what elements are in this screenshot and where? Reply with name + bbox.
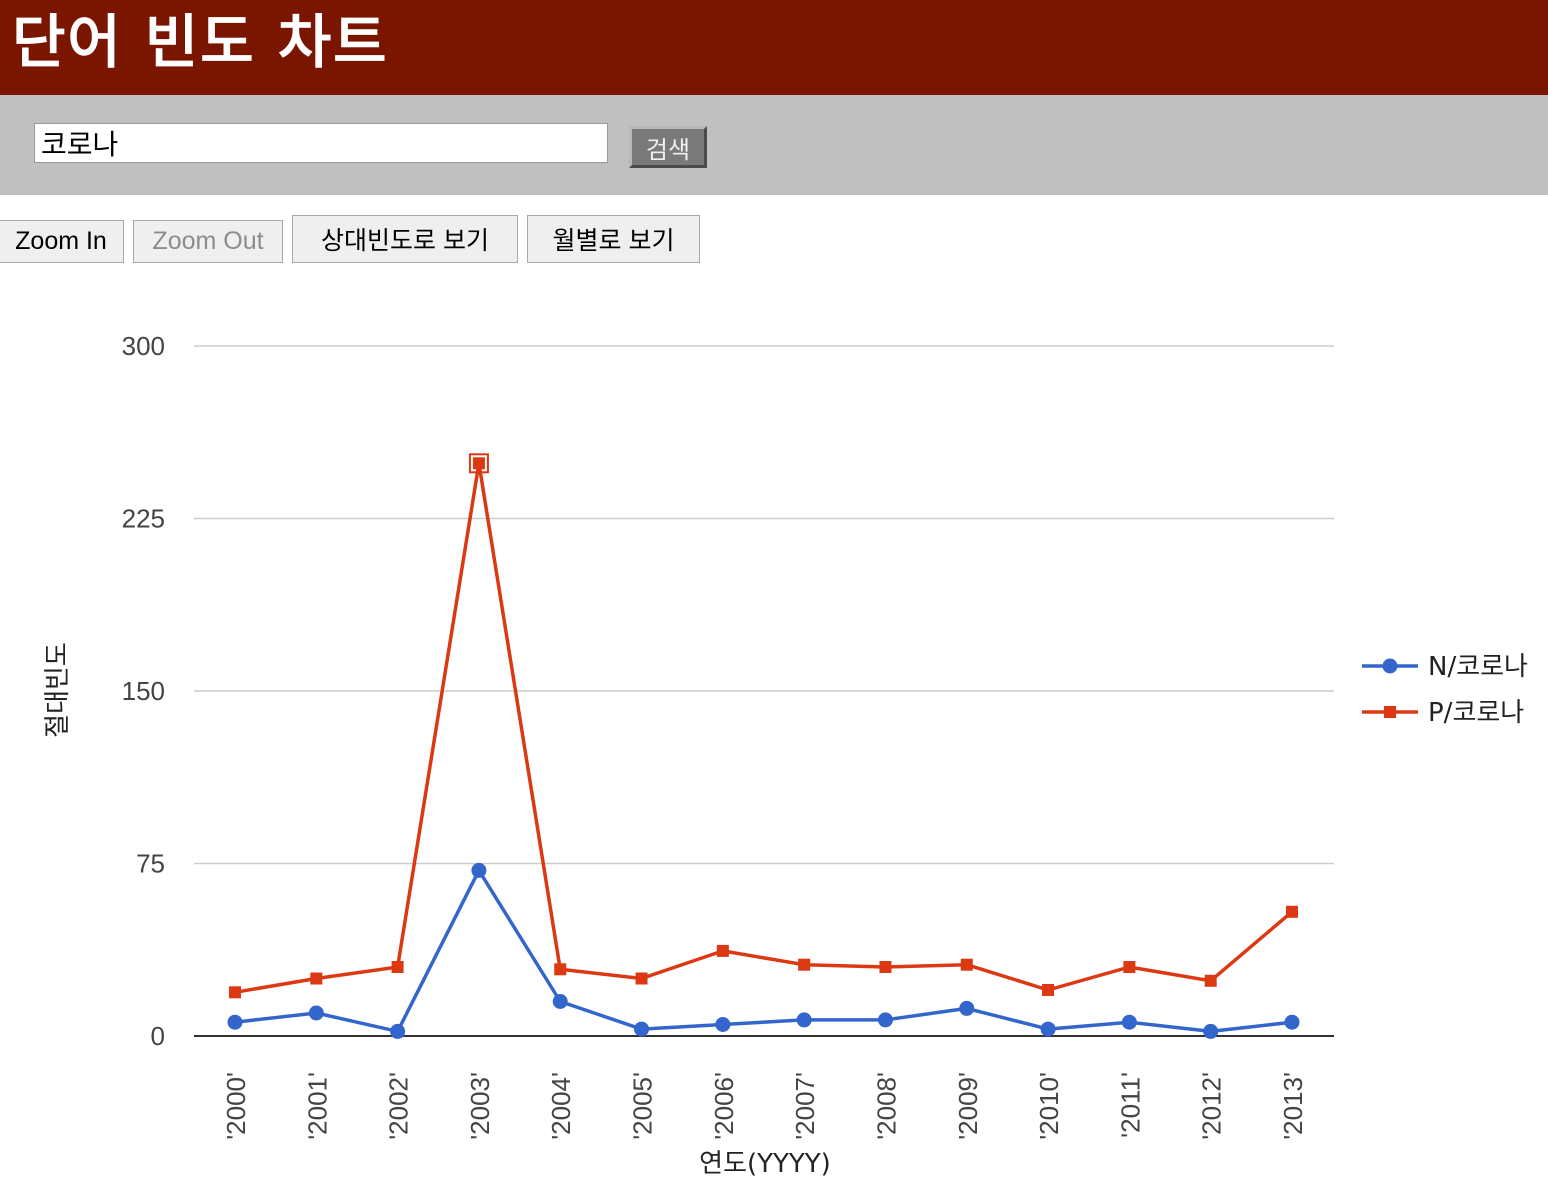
x-tick-label: '2011': [1115, 1072, 1145, 1138]
page-title: 단어 빈도 차트: [12, 8, 389, 76]
chart-series: [227, 453, 1300, 1039]
y-tick-label: 75: [136, 849, 165, 879]
data-point[interactable]: [390, 1023, 406, 1039]
data-point[interactable]: [960, 958, 973, 971]
data-point[interactable]: [879, 961, 892, 973]
data-point[interactable]: [1284, 1014, 1300, 1030]
y-axis-title: 절대빈도: [43, 642, 73, 738]
highlight-ring: [468, 453, 489, 474]
data-point[interactable]: [471, 862, 487, 878]
x-tick-label: '2006': [709, 1072, 739, 1140]
x-tick-label: '2000': [221, 1072, 251, 1140]
x-axis-title: 연도(YYYY): [699, 1149, 831, 1179]
data-point[interactable]: [552, 994, 568, 1009]
x-tick-label: '2008': [871, 1072, 901, 1140]
data-point[interactable]: [1203, 1023, 1219, 1039]
search-bar: 검색: [0, 95, 1548, 195]
data-point[interactable]: [229, 986, 241, 999]
search-button[interactable]: 검색: [629, 126, 707, 168]
app-header: 단어 빈도 차트: [0, 0, 1548, 95]
data-point[interactable]: [634, 1021, 650, 1037]
legend-label[interactable]: P/코로나: [1428, 698, 1524, 728]
x-tick-label: '2002': [384, 1072, 414, 1140]
data-point[interactable]: [1040, 1021, 1056, 1037]
data-point[interactable]: [796, 1012, 812, 1028]
data-point[interactable]: [1123, 961, 1136, 973]
data-point[interactable]: [391, 961, 404, 973]
x-tick-label: '2004': [546, 1072, 576, 1140]
zoom-out-button[interactable]: Zoom Out: [133, 220, 283, 263]
x-tick-label: '2005': [628, 1072, 658, 1140]
chart-gridlines: [194, 345, 1334, 1037]
x-tick-label: '2001': [302, 1072, 332, 1140]
data-point[interactable]: [310, 972, 323, 985]
series-line[interactable]: [234, 868, 1293, 1034]
data-point[interactable]: [472, 457, 485, 470]
zoom-in-button[interactable]: Zoom In: [0, 220, 124, 263]
data-point[interactable]: [308, 1005, 324, 1021]
data-point[interactable]: [1286, 905, 1298, 918]
legend-marker: [1382, 658, 1398, 674]
y-tick-label: 0: [151, 1021, 165, 1051]
data-point[interactable]: [959, 1000, 975, 1016]
x-tick-label: '2010': [1034, 1072, 1064, 1140]
y-tick-label: 300: [122, 331, 165, 361]
x-tick-label: '2003': [465, 1072, 495, 1140]
x-axis-ticks: '2000' '2001' '2002' '2003' '2004' '2005' '200…: [221, 1072, 1308, 1140]
chart-legend: N/코로나 P/코로나: [1362, 652, 1528, 728]
x-tick-label: '2007': [790, 1072, 820, 1140]
data-point[interactable]: [227, 1014, 243, 1030]
data-point[interactable]: [1042, 984, 1055, 996]
x-tick-label: '2009': [953, 1072, 983, 1140]
monthly-view-button[interactable]: 월별로 보기: [527, 215, 700, 263]
data-point[interactable]: [877, 1012, 893, 1028]
data-point[interactable]: [1121, 1014, 1137, 1030]
data-point[interactable]: [716, 944, 729, 957]
x-tick-label: '2013': [1278, 1072, 1308, 1140]
legend-marker: [1384, 706, 1396, 718]
data-point[interactable]: [554, 963, 567, 976]
x-tick-label: '2012': [1197, 1072, 1227, 1140]
relative-frequency-button[interactable]: 상대빈도로 보기: [292, 215, 518, 263]
search-input[interactable]: [34, 123, 608, 163]
data-point[interactable]: [635, 972, 648, 985]
legend-label[interactable]: N/코로나: [1428, 652, 1528, 682]
data-point[interactable]: [715, 1017, 731, 1032]
data-point[interactable]: [798, 958, 811, 971]
y-tick-label: 150: [122, 676, 165, 706]
y-axis-ticks: 0 75 150 225 300: [122, 331, 165, 1051]
data-point[interactable]: [1204, 974, 1217, 987]
series-line[interactable]: [234, 461, 1294, 995]
y-tick-label: 225: [122, 504, 165, 534]
